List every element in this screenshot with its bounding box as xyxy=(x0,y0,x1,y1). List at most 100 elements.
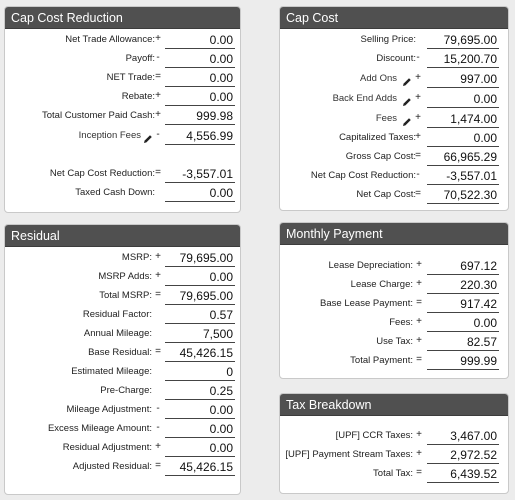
inception-fees-op: - xyxy=(156,129,160,140)
msrp-op: + xyxy=(155,251,161,262)
net-cap-cost-reduction-cc-op: - xyxy=(416,169,420,180)
selling-price-field[interactable]: 79,695.00 xyxy=(427,32,499,49)
mp-fees-label: Fees: xyxy=(389,317,413,328)
base-residual-op: = xyxy=(155,346,161,357)
net-trade-op: = xyxy=(155,71,161,82)
total-msrp-value: 79,695.00 xyxy=(165,288,235,305)
net-cap-cost-row: Net Cap Cost: = 70,522.30 xyxy=(280,187,508,206)
lease-charge-row: Lease Charge: + 220.30 xyxy=(280,277,508,296)
total-tax-row: Total Tax: = 6,439.52 xyxy=(280,466,508,485)
net-trade-allowance-op: + xyxy=(155,33,161,44)
lease-charge-op: + xyxy=(416,278,422,289)
net-trade-allowance-label: Net Trade Allowance: xyxy=(65,34,155,45)
back-end-adds-op: + xyxy=(415,92,421,103)
base-residual-label: Base Residual: xyxy=(88,347,152,358)
pencil-icon[interactable] xyxy=(402,114,412,126)
net-trade-allowance-field[interactable]: 0.00 xyxy=(165,32,235,49)
discount-field[interactable]: 15,200.70 xyxy=(427,51,499,68)
pre-charge-label: Pre-Charge: xyxy=(100,385,152,396)
msrp-label: MSRP: xyxy=(121,252,152,263)
total-payment-op: = xyxy=(416,354,422,365)
excess-mileage-amount-op: - xyxy=(156,422,160,433)
annual-mileage-row: Annual Mileage: 7,500 xyxy=(5,326,240,345)
residual-adjustment-field[interactable]: 0.00 xyxy=(165,440,235,457)
use-tax-value: 82.57 xyxy=(427,334,499,351)
ccr-taxes-op: + xyxy=(416,429,422,440)
capitalized-taxes-value: 0.00 xyxy=(427,130,499,147)
pencil-icon[interactable] xyxy=(402,74,412,86)
pre-charge-field[interactable]: 0.25 xyxy=(165,383,235,400)
ccr-taxes-label: [UPF] CCR Taxes: xyxy=(335,430,413,441)
payoff-field[interactable]: 0.00 xyxy=(165,51,235,68)
base-lease-payment-value: 917.42 xyxy=(427,296,499,313)
mileage-adjustment-op: - xyxy=(156,403,160,414)
mp-fees-value: 0.00 xyxy=(427,315,499,332)
back-end-adds-label[interactable]: Back End Adds xyxy=(332,93,397,104)
tax-breakdown-panel: Tax Breakdown [UPF] CCR Taxes: + 3,467.0… xyxy=(279,393,509,494)
net-trade-row: NET Trade: = 0.00 xyxy=(5,70,240,89)
payment-stream-taxes-value: 2,972.52 xyxy=(427,447,499,464)
rebate-field[interactable]: 0.00 xyxy=(165,89,235,106)
use-tax-op: + xyxy=(416,335,422,346)
cap-cost-title: Cap Cost xyxy=(280,7,508,29)
discount-op: - xyxy=(416,52,420,63)
estimated-mileage-field[interactable]: 0 xyxy=(165,364,235,381)
total-msrp-op: = xyxy=(155,289,161,300)
gross-cap-cost-row: Gross Cap Cost: = 66,965.29 xyxy=(280,149,508,168)
net-trade-label: NET Trade: xyxy=(106,72,155,83)
msrp-row: MSRP: + 79,695.00 xyxy=(5,250,240,269)
lease-depreciation-label: Lease Depreciation: xyxy=(328,260,414,271)
estimated-mileage-row: Estimated Mileage: 0 xyxy=(5,364,240,383)
net-trade-value: 0.00 xyxy=(165,70,235,87)
adjusted-residual-op: = xyxy=(155,460,161,471)
rebate-row: Rebate: + 0.00 xyxy=(5,89,240,108)
taxed-cash-down-label: Taxed Cash Down: xyxy=(75,187,155,198)
add-ons-value: 997.00 xyxy=(427,71,499,88)
use-tax-row: Use Tax: + 82.57 xyxy=(280,334,508,353)
tax-breakdown-title: Tax Breakdown xyxy=(280,394,508,416)
gross-cap-cost-label: Gross Cap Cost: xyxy=(345,151,416,162)
net-cap-cost-reduction-cc-value: -3,557.01 xyxy=(427,168,499,185)
residual-adjustment-row: Residual Adjustment: + 0.00 xyxy=(5,440,240,459)
payoff-label: Payoff: xyxy=(125,53,155,64)
msrp-value: 79,695.00 xyxy=(165,250,235,267)
base-residual-value: 45,426.15 xyxy=(165,345,235,362)
adjusted-residual-row: Adjusted Residual: = 45,426.15 xyxy=(5,459,240,478)
net-cap-cost-label: Net Cap Cost: xyxy=(356,189,416,200)
net-cap-cost-value: 70,522.30 xyxy=(427,187,499,204)
pencil-icon[interactable] xyxy=(402,94,412,106)
excess-mileage-amount-field[interactable]: 0.00 xyxy=(165,421,235,438)
net-cap-cost-reduction-cc-row: Net Cap Cost Reduction: - -3,557.01 xyxy=(280,168,508,187)
residual-factor-label: Residual Factor: xyxy=(82,309,152,320)
capitalized-taxes-label: Capitalized Taxes: xyxy=(339,132,416,143)
mileage-adjustment-row: Mileage Adjustment: - 0.00 xyxy=(5,402,240,421)
msrp-adds-field[interactable]: 0.00 xyxy=(165,269,235,286)
inception-fees-label[interactable]: Inception Fees xyxy=(78,130,141,141)
total-customer-paid-cash-field[interactable]: 999.98 xyxy=(165,108,235,125)
rebate-op: + xyxy=(155,90,161,101)
gross-cap-cost-value: 66,965.29 xyxy=(427,149,499,166)
fees-row: Fees + 1,474.00 xyxy=(280,111,508,130)
payoff-row: Payoff: - 0.00 xyxy=(5,51,240,70)
inception-fees-row: Inception Fees - 4,556.99 xyxy=(5,128,240,147)
add-ons-label[interactable]: Add Ons xyxy=(360,73,397,84)
total-customer-paid-cash-op: + xyxy=(155,109,161,120)
mp-fees-op: + xyxy=(416,316,422,327)
residual-factor-field[interactable]: 0.57 xyxy=(165,307,235,324)
pencil-icon[interactable] xyxy=(143,131,153,143)
back-end-adds-value: 0.00 xyxy=(427,91,499,108)
taxed-cash-down-field[interactable]: 0.00 xyxy=(165,185,235,202)
lease-charge-label: Lease Charge: xyxy=(350,279,413,290)
back-end-adds-row: Back End Adds + 0.00 xyxy=(280,91,508,110)
total-msrp-row: Total MSRP: = 79,695.00 xyxy=(5,288,240,307)
cap-cost-reduction-title: Cap Cost Reduction xyxy=(5,7,240,29)
ccr-taxes-row: [UPF] CCR Taxes: + 3,467.00 xyxy=(280,428,508,447)
lease-charge-value: 220.30 xyxy=(427,277,499,294)
annual-mileage-field[interactable]: 7,500 xyxy=(165,326,235,343)
residual-panel: Residual MSRP: + 79,695.00 MSRP Adds: + … xyxy=(4,224,241,495)
fees-label[interactable]: Fees xyxy=(375,113,397,124)
net-cap-cost-op: = xyxy=(415,188,421,199)
mileage-adjustment-field[interactable]: 0.00 xyxy=(165,402,235,419)
inception-fees-value: 4,556.99 xyxy=(165,128,235,145)
net-cap-cost-reduction-label: Net Cap Cost Reduction: xyxy=(49,168,155,179)
